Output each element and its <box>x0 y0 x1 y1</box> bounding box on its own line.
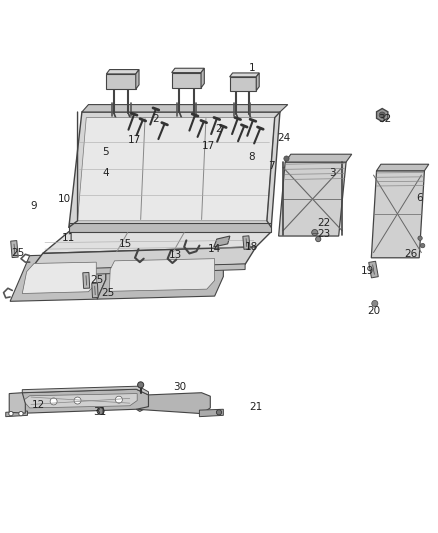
Polygon shape <box>201 68 204 88</box>
Polygon shape <box>69 112 280 228</box>
Polygon shape <box>377 164 429 171</box>
Polygon shape <box>369 261 378 278</box>
Text: 11: 11 <box>62 233 75 243</box>
Text: 26: 26 <box>404 249 417 260</box>
Text: 13: 13 <box>169 250 182 260</box>
Text: 25: 25 <box>11 248 25 259</box>
Circle shape <box>420 244 425 248</box>
Text: 18: 18 <box>245 242 258 252</box>
Circle shape <box>418 236 422 240</box>
Polygon shape <box>30 247 256 271</box>
Text: 10: 10 <box>58 194 71 204</box>
Polygon shape <box>6 411 28 417</box>
Text: 8: 8 <box>248 152 255 162</box>
Polygon shape <box>172 72 201 88</box>
Text: 4: 4 <box>102 168 109 178</box>
Polygon shape <box>136 70 139 89</box>
Polygon shape <box>230 73 259 77</box>
Text: 25: 25 <box>101 288 115 297</box>
Circle shape <box>116 396 122 403</box>
Text: 24: 24 <box>277 133 290 143</box>
Text: 21: 21 <box>249 402 263 411</box>
Text: 7: 7 <box>268 160 275 171</box>
Polygon shape <box>22 386 148 395</box>
Polygon shape <box>22 262 96 294</box>
Text: 5: 5 <box>102 148 109 157</box>
Text: 15: 15 <box>119 239 132 249</box>
Text: 32: 32 <box>378 115 391 124</box>
Text: 6: 6 <box>416 193 423 203</box>
Text: 22: 22 <box>317 218 330 228</box>
Text: 2: 2 <box>215 124 223 134</box>
Polygon shape <box>9 393 25 413</box>
Text: 23: 23 <box>317 229 330 239</box>
Polygon shape <box>110 259 215 292</box>
Polygon shape <box>214 236 230 247</box>
Polygon shape <box>377 109 388 122</box>
Polygon shape <box>371 171 424 258</box>
Circle shape <box>379 112 385 118</box>
Polygon shape <box>43 232 271 254</box>
Circle shape <box>316 237 321 241</box>
Polygon shape <box>106 70 139 74</box>
Polygon shape <box>136 393 210 414</box>
Polygon shape <box>92 283 98 298</box>
Polygon shape <box>22 389 148 413</box>
Circle shape <box>74 397 81 404</box>
Text: 17: 17 <box>127 135 141 146</box>
Circle shape <box>97 408 104 415</box>
Circle shape <box>372 301 378 306</box>
Text: 9: 9 <box>31 200 37 211</box>
Polygon shape <box>78 118 275 221</box>
Polygon shape <box>243 236 250 249</box>
Text: 1: 1 <box>248 63 255 74</box>
Polygon shape <box>69 223 271 232</box>
Polygon shape <box>97 251 223 299</box>
Circle shape <box>50 398 57 405</box>
Circle shape <box>312 230 318 236</box>
Text: 2: 2 <box>152 115 159 124</box>
Text: 25: 25 <box>91 276 104 286</box>
Circle shape <box>19 411 23 416</box>
Polygon shape <box>30 264 245 276</box>
Polygon shape <box>285 154 352 162</box>
Polygon shape <box>83 272 90 288</box>
Polygon shape <box>23 393 137 408</box>
Text: 19: 19 <box>360 266 374 276</box>
Polygon shape <box>172 68 204 72</box>
Circle shape <box>216 410 222 415</box>
Text: 17: 17 <box>201 141 215 150</box>
Polygon shape <box>11 240 18 257</box>
Polygon shape <box>279 162 346 236</box>
Text: 31: 31 <box>93 407 106 417</box>
Text: 14: 14 <box>208 244 221 254</box>
Polygon shape <box>199 409 223 417</box>
Text: 20: 20 <box>367 306 380 316</box>
Polygon shape <box>230 77 256 91</box>
Circle shape <box>284 156 289 161</box>
Polygon shape <box>256 73 259 91</box>
Polygon shape <box>10 254 106 301</box>
Text: 30: 30 <box>173 383 187 392</box>
Circle shape <box>9 411 13 416</box>
Polygon shape <box>106 74 136 89</box>
Circle shape <box>138 382 144 388</box>
Text: 12: 12 <box>32 400 45 410</box>
Polygon shape <box>82 104 288 112</box>
Text: 3: 3 <box>329 168 336 178</box>
